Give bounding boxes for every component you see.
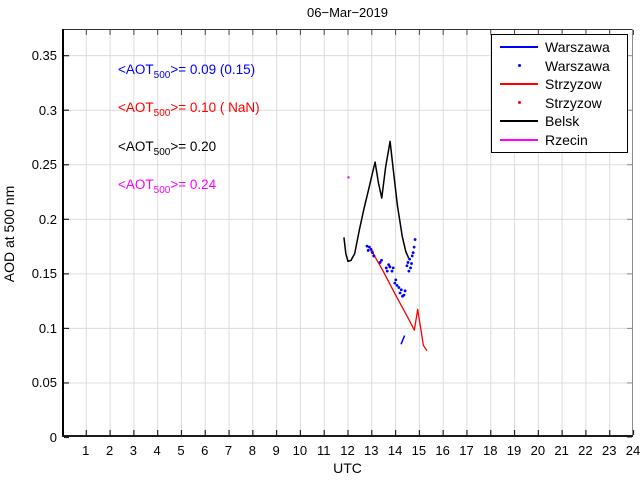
legend-item-warszawa-line: Warszawa bbox=[492, 38, 627, 56]
series-dot-warszawa bbox=[398, 291, 402, 295]
x-tick-label: 6 bbox=[201, 443, 209, 458]
series-dot-warszawa bbox=[395, 283, 399, 287]
legend-dot-sample bbox=[500, 101, 538, 105]
y-tick-label: 0.15 bbox=[31, 266, 57, 282]
series-dot-warszawa bbox=[369, 247, 373, 251]
series-dot-warszawa bbox=[388, 265, 392, 269]
x-tick-label: 7 bbox=[224, 443, 233, 458]
x-tick-label: 14 bbox=[387, 443, 403, 458]
x-tick-label: 24 bbox=[625, 443, 640, 458]
series-dot-warszawa bbox=[387, 263, 391, 267]
series-dot-warszawa bbox=[413, 238, 417, 241]
x-tick-label: 4 bbox=[153, 443, 161, 458]
x-tick-label: 10 bbox=[292, 443, 308, 458]
y-tick-label: 0 bbox=[49, 430, 57, 445]
series-line-warszawa bbox=[400, 335, 406, 345]
legend-line-sample bbox=[500, 83, 538, 86]
legend-label: Strzyzow bbox=[545, 76, 602, 93]
series-dot-warszawa bbox=[393, 281, 397, 285]
series-dot-warszawa bbox=[403, 289, 407, 293]
legend-item-belsk-line: Belsk bbox=[492, 112, 627, 130]
series-dot-warszawa bbox=[397, 286, 401, 289]
x-tick-label: 8 bbox=[248, 443, 256, 458]
series-dot-warszawa bbox=[394, 278, 398, 282]
series-dot-warszawa bbox=[366, 249, 370, 252]
series-dot-warszawa bbox=[372, 254, 376, 258]
x-tick-label: 3 bbox=[129, 443, 137, 458]
x-tick-label: 9 bbox=[272, 443, 280, 458]
series-dot-warszawa bbox=[412, 245, 416, 249]
legend-item-strzyzow-dot: Strzyzow bbox=[492, 94, 627, 112]
x-axis-label: UTC bbox=[333, 460, 362, 476]
series-dot-warszawa bbox=[384, 266, 388, 270]
legend-line-sample bbox=[500, 46, 538, 49]
x-tick-label: 17 bbox=[459, 443, 474, 458]
legend-label: Warszawa bbox=[545, 39, 610, 56]
series-dot-warszawa bbox=[367, 245, 371, 249]
x-tick-label: 15 bbox=[411, 443, 427, 458]
series-dot-warszawa bbox=[380, 258, 383, 262]
chart-title: 06−Mar−2019 bbox=[307, 5, 388, 20]
x-tick-label: 13 bbox=[364, 443, 379, 458]
series-dot-warszawa bbox=[385, 269, 389, 273]
x-tick-label: 5 bbox=[177, 443, 185, 458]
aot-annotation: <AOT500>= 0.24 bbox=[118, 177, 217, 196]
aot-annotation: <AOT500>= 0.10 ( NaN) bbox=[118, 100, 260, 119]
series-dot-warszawa bbox=[408, 257, 411, 261]
series-dot-warszawa bbox=[391, 266, 395, 270]
series-dot-warszawa bbox=[378, 261, 382, 264]
x-tick-label: 23 bbox=[601, 443, 617, 458]
series-dot-warszawa bbox=[407, 269, 411, 273]
legend-line-sample bbox=[500, 120, 538, 123]
series-line-strzyzow bbox=[371, 251, 428, 352]
x-tick-label: 1 bbox=[82, 443, 90, 458]
legend-line-sample bbox=[500, 138, 538, 141]
legend-label: Warszawa bbox=[545, 57, 610, 74]
series-dot-warszawa bbox=[402, 293, 406, 297]
legend-label: Belsk bbox=[545, 113, 580, 130]
series-dot-warszawa bbox=[410, 262, 413, 265]
series-dot-warszawa bbox=[365, 244, 369, 248]
series-dot-warszawa bbox=[409, 266, 412, 270]
series-dot-warszawa bbox=[411, 251, 415, 255]
aot-annotation: <AOT500>= 0.09 (0.15) bbox=[118, 62, 256, 81]
series-dot-rzecin bbox=[347, 176, 350, 179]
x-tick-label: 21 bbox=[554, 443, 569, 458]
legend-label: Strzyzow bbox=[545, 94, 602, 111]
aot-annotation: <AOT500>= 0.20 bbox=[118, 139, 217, 158]
x-tick-label: 12 bbox=[340, 443, 355, 458]
x-tick-label: 19 bbox=[506, 443, 522, 458]
y-tick-label: 0.35 bbox=[31, 48, 57, 64]
series-dot-warszawa bbox=[410, 254, 414, 258]
y-tick-label: 0.2 bbox=[38, 211, 57, 227]
x-tick-label: 2 bbox=[105, 443, 114, 458]
series-dot-warszawa bbox=[406, 261, 410, 264]
x-tick-label: 16 bbox=[435, 443, 450, 458]
legend: Warszawa Warszawa Strzyzow Strzyzow Belsk Rze… bbox=[491, 34, 628, 153]
y-tick-label: 0.3 bbox=[38, 102, 57, 118]
x-tick-label: 20 bbox=[530, 443, 546, 458]
y-tick-label: 0.25 bbox=[31, 157, 57, 173]
x-tick-label: 11 bbox=[316, 443, 331, 458]
series-line-belsk bbox=[343, 140, 410, 263]
y-tick-label: 0.1 bbox=[38, 320, 57, 336]
legend-item-rzecin-line: Rzecin bbox=[492, 131, 627, 149]
series-dot-warszawa bbox=[405, 264, 409, 268]
legend-item-strzyzow-line: Strzyzow bbox=[492, 75, 627, 93]
legend-dot-sample bbox=[500, 64, 538, 68]
x-tick-label: 18 bbox=[483, 443, 498, 458]
legend-label: Rzecin bbox=[545, 131, 588, 148]
x-tick-label: 22 bbox=[578, 443, 593, 458]
y-tick-label: 0.05 bbox=[31, 375, 57, 391]
legend-item-warszawa-dot: Warszawa bbox=[492, 57, 627, 75]
series-dot-warszawa bbox=[371, 251, 374, 255]
series-dot-warszawa bbox=[390, 269, 394, 273]
series-dot-warszawa bbox=[399, 288, 403, 292]
